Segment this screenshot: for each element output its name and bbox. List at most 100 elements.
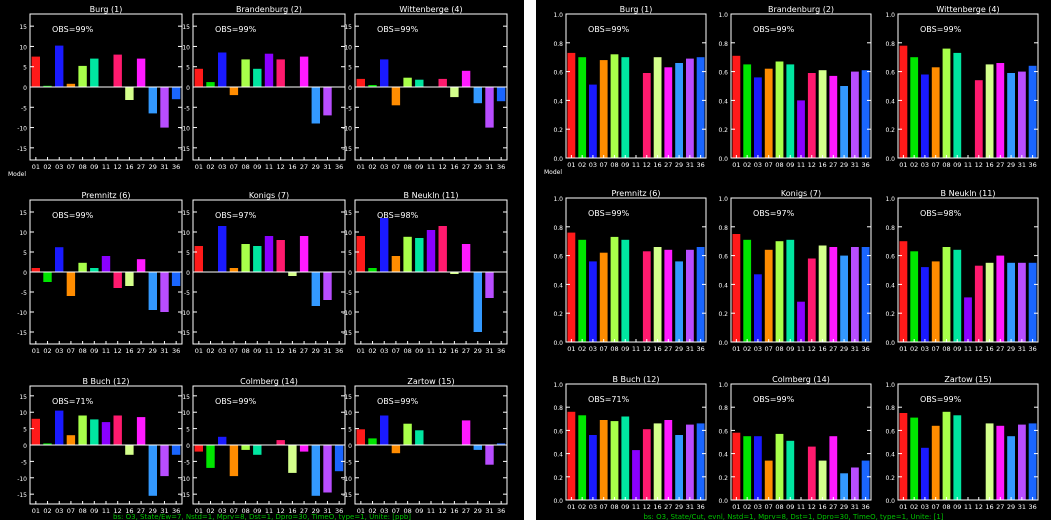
- x-tick-label: 27: [300, 347, 308, 355]
- y-tick-label: 10: [19, 410, 27, 417]
- subplot-right-9: Zartow (15) 1.0 0.8 0.6 0.4 0.2 0.0 01 02 03 07 08 0…: [885, 375, 1039, 511]
- x-tick-label: 16: [450, 347, 458, 355]
- bar: [171, 445, 181, 455]
- obs-label: OBS=99%: [753, 395, 795, 404]
- x-tick-label: 09: [253, 347, 261, 355]
- x-tick-label: 27: [996, 503, 1004, 511]
- x-tick-label: 07: [765, 345, 773, 353]
- y-tick-label: 0.4: [885, 282, 895, 289]
- bar: [403, 236, 412, 272]
- right-bar-chart-grid: Burg (1)1.00.80.60.40.20.001 02 03 07 08 09 11…: [544, 5, 1039, 520]
- bar: [664, 67, 673, 158]
- bar: [642, 429, 651, 500]
- x-tick-label: 08: [942, 345, 950, 353]
- bar: [921, 267, 929, 342]
- obs-label: OBS=99%: [52, 25, 94, 34]
- x-tick-label: 09: [621, 503, 629, 511]
- bar: [264, 236, 274, 272]
- y-tick-label: 5: [23, 250, 27, 257]
- bar: [1018, 262, 1026, 342]
- y-tick-label: 0.2: [718, 311, 728, 318]
- x-tick-label: 16: [125, 507, 133, 515]
- subplot-title: Zartow (15): [944, 375, 991, 384]
- bar: [754, 77, 762, 158]
- bar: [299, 56, 309, 87]
- footer-caption: bs: O3, State/Cut, evnl, Nstd=1, Mprv=8,…: [643, 513, 943, 520]
- x-tick-label: 01: [732, 345, 740, 353]
- bar: [942, 411, 951, 500]
- bar: [696, 247, 705, 342]
- bar: [485, 445, 494, 465]
- obs-label: OBS=99%: [588, 25, 630, 34]
- bar: [171, 272, 181, 286]
- y-tick-label: 0.2: [885, 475, 895, 482]
- x-tick-label: 03: [218, 347, 226, 355]
- x-tick-label: 11: [964, 345, 972, 353]
- y-tick-label: 0.4: [718, 452, 728, 459]
- bar: [380, 218, 389, 272]
- bar: [599, 252, 608, 342]
- x-tick-label: 11: [265, 347, 273, 355]
- x-tick-label: 08: [241, 347, 249, 355]
- x-tick-label: 27: [829, 503, 837, 511]
- bar: [829, 247, 838, 342]
- x-tick-label: 16: [450, 163, 458, 171]
- y-tick-label: 0.2: [553, 311, 563, 318]
- y-tick-label: 0.0: [553, 156, 563, 163]
- bar: [743, 64, 752, 158]
- x-tick-label: 31: [1018, 161, 1026, 169]
- y-tick-label: 0.8: [553, 405, 563, 412]
- y-tick-label: 0.2: [718, 127, 728, 134]
- y-tick-label: -10: [342, 126, 352, 133]
- subplot-left-9: Zartow (15) 15 10 5 0 -5 -10 -15 01 02 03 07 08 09 11 1…: [342, 377, 508, 515]
- subplot-title: Brandenburg (2): [236, 5, 302, 14]
- bar: [241, 244, 250, 272]
- subplot-title: Zartow (15): [407, 377, 454, 386]
- x-tick-label: 09: [415, 347, 423, 355]
- x-tick-label: 07: [67, 507, 75, 515]
- bar: [985, 64, 994, 158]
- x-tick-label: 29: [675, 503, 683, 511]
- bar: [786, 440, 795, 500]
- subplot-title: B Neukln (11): [404, 191, 459, 200]
- x-tick-label: 02: [368, 507, 376, 515]
- y-tick-label: 10: [182, 410, 190, 417]
- y-tick-label: -10: [342, 310, 352, 317]
- x-tick-label: 01: [567, 345, 575, 353]
- x-tick-label: 07: [230, 347, 238, 355]
- y-tick-label: 15: [182, 394, 190, 401]
- bar: [461, 244, 471, 272]
- x-tick-label: 36: [696, 345, 704, 353]
- bar: [356, 78, 365, 87]
- subplot-right-3: Wittenberge (4)1.00.80.60.40.20.001 02 03 0…: [885, 5, 1039, 169]
- x-tick-label: 02: [910, 503, 918, 511]
- y-tick-label: 1.0: [718, 382, 728, 389]
- x-tick-label: 09: [786, 503, 794, 511]
- y-tick-label: -10: [180, 310, 190, 317]
- bar: [66, 83, 76, 87]
- bar: [311, 445, 320, 496]
- subplot-title: B Buch (12): [612, 375, 659, 384]
- x-tick-label: 09: [415, 507, 423, 515]
- subplot-left-6: B Neukln (11) 15 10 5 0 -5 -10 -15 01 02 03 07 08 09 1…: [342, 191, 508, 355]
- x-tick-label: 07: [67, 163, 75, 171]
- bar: [942, 247, 951, 342]
- bar: [391, 87, 401, 106]
- y-tick-label: 5: [186, 250, 190, 257]
- x-tick-label: 03: [380, 347, 388, 355]
- x-tick-label: 03: [589, 503, 597, 511]
- y-tick-label: 0.4: [553, 282, 563, 289]
- y-tick-label: -15: [180, 330, 190, 337]
- x-tick-label: 08: [241, 507, 249, 515]
- y-tick-label: 0.8: [718, 41, 728, 48]
- bar: [229, 445, 239, 477]
- x-tick-label: 03: [754, 161, 762, 169]
- bar: [775, 433, 784, 500]
- bar: [899, 45, 908, 159]
- x-tick-label: 08: [403, 507, 411, 515]
- x-tick-label: 36: [335, 163, 343, 171]
- x-tick-label: 36: [497, 163, 505, 171]
- plot-frame: [897, 383, 1039, 501]
- bar: [66, 272, 76, 296]
- x-tick-label: 01: [357, 507, 365, 515]
